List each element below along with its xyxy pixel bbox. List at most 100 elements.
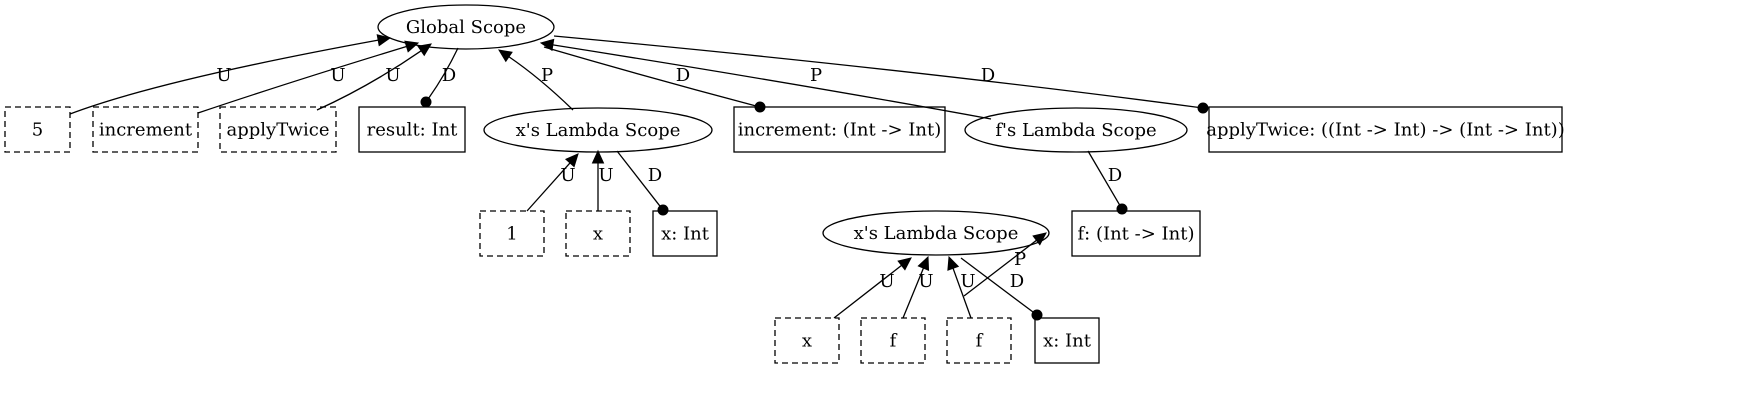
edge-use-applyTwice-to-global: U	[316, 43, 432, 111]
edge-lit5-to-global-arrowhead	[376, 34, 392, 47]
edge-flambda-to-decl-f-dothead	[1116, 203, 1128, 215]
edge-lit1-to-xlambda1: U	[526, 153, 579, 212]
node-flambda-ellipse	[964, 107, 1188, 153]
node-use-f1-box	[860, 317, 926, 364]
node-use-x2-label: x	[802, 331, 812, 352]
node-use-f2: f	[946, 317, 1012, 364]
nodes-layer: Global Scope 5 increment applyTwice result: …	[4, 4, 1565, 364]
edge-use-increment-to-global-label: U	[330, 65, 345, 86]
edge-use-x2-to-xlambda2-label: U	[879, 271, 894, 292]
node-use-x1-label: x	[593, 224, 603, 245]
node-decl-x1-box	[652, 210, 718, 257]
node-lit1-label: 1	[506, 224, 517, 245]
edge-xlambda1-to-global: P	[498, 49, 574, 111]
node-decl-x1: x: Int	[652, 210, 718, 257]
edge-lit1-to-xlambda1-line	[526, 162, 571, 212]
node-decl-increment: increment: (Int -> Int)	[733, 106, 946, 153]
edge-xlambda1-to-decl-x1-line	[616, 150, 661, 207]
node-use-x2: x	[774, 317, 840, 364]
node-decl-f-box	[1071, 210, 1201, 257]
edge-global-to-decl-applyTwice-label: D	[981, 65, 995, 86]
node-xlambda1-ellipse	[483, 107, 713, 153]
edge-lit5-to-global-label: U	[216, 65, 231, 86]
node-use-f1-label: f	[890, 331, 898, 352]
node-use-x1: x	[565, 210, 631, 257]
node-decl-result: result: Int	[358, 106, 466, 153]
node-decl-result-label: result: Int	[367, 120, 459, 141]
edge-use-x2-to-xlambda2-arrowhead	[897, 257, 912, 271]
node-xlambda2-label: x's Lambda Scope	[854, 223, 1019, 244]
edge-global-to-decl-applyTwice: D	[553, 35, 1209, 114]
edge-flambda-to-global: P	[539, 38, 992, 120]
node-decl-x2-box	[1034, 317, 1100, 364]
edge-use-x2-to-xlambda2-line	[833, 264, 902, 319]
edge-xlambda1-to-decl-x1-dothead	[657, 204, 669, 216]
node-xlambda1-label: x's Lambda Scope	[516, 120, 681, 141]
node-decl-applyTwice-label: applyTwice: ((Int -> Int) -> (Int -> Int…	[1206, 120, 1564, 141]
node-lit5-box	[4, 106, 71, 153]
edge-flambda-to-global-label: P	[810, 65, 822, 86]
edge-use-x1-to-xlambda1-label: U	[598, 165, 613, 186]
edge-use-f1-to-xlambda2-label: U	[918, 271, 933, 292]
node-decl-result-box	[358, 106, 466, 153]
edge-use-f1-to-xlambda2-line	[902, 267, 925, 319]
edge-lit5-to-global-line	[69, 39, 379, 115]
edge-use-f2-to-xlambda2-line	[952, 268, 972, 319]
edge-xlambda2-to-decl-x2-label: D	[1010, 271, 1024, 292]
node-decl-x2-label: x: Int	[1043, 331, 1092, 352]
node-use-applyTwice: applyTwice	[219, 106, 337, 153]
edge-use-applyTwice-to-global-line	[316, 50, 422, 111]
edge-lit5-to-global: U	[69, 34, 392, 115]
edge-flambda-to-global-arrowhead	[539, 38, 555, 52]
edge-global-to-decl-result-line	[428, 47, 459, 99]
edge-flambda-to-global-line	[552, 44, 992, 120]
edge-xlambda2-to-flambda: P	[963, 232, 1047, 297]
node-use-increment-label: increment	[99, 120, 193, 141]
node-decl-x2: x: Int	[1034, 317, 1100, 364]
node-use-increment: increment	[92, 106, 199, 153]
node-global-label: Global Scope	[406, 17, 526, 38]
node-lit5: 5	[4, 106, 71, 153]
edge-global-to-decl-increment-label: D	[676, 65, 690, 86]
edge-use-applyTwice-to-global-label: U	[385, 65, 400, 86]
edge-lit1-to-xlambda1-label: U	[560, 165, 575, 186]
node-decl-f-label: f: (Int -> Int)	[1078, 224, 1195, 245]
node-decl-increment-box	[733, 106, 946, 153]
edge-flambda-to-decl-f-line	[1087, 150, 1121, 206]
node-global: Global Scope	[377, 4, 555, 50]
edge-xlambda2-to-flambda-label: P	[1014, 249, 1026, 270]
edge-global-to-decl-increment: D	[543, 46, 766, 113]
edge-global-to-decl-result-dothead	[420, 96, 432, 108]
node-use-x2-box	[774, 317, 840, 364]
edge-use-f1-to-xlambda2: U	[902, 255, 934, 319]
node-use-applyTwice-label: applyTwice	[227, 120, 330, 141]
node-use-f2-label: f	[976, 331, 984, 352]
edge-use-x2-to-xlambda2: U	[833, 257, 912, 319]
edge-xlambda1-to-global-arrowhead	[498, 49, 513, 63]
edge-use-f2-to-xlambda2: U	[947, 255, 976, 319]
node-decl-applyTwice-box	[1208, 106, 1563, 153]
node-xlambda1: x's Lambda Scope	[483, 107, 713, 153]
edge-flambda-to-decl-f-label: D	[1108, 165, 1122, 186]
node-use-x1-box	[565, 210, 631, 257]
edge-xlambda2-to-flambda-arrowhead	[1032, 232, 1047, 246]
edge-use-f2-to-xlambda2-label: U	[960, 271, 975, 292]
edge-use-increment-to-global-line	[197, 45, 407, 114]
node-lit5-label: 5	[32, 120, 43, 141]
edge-xlambda2-to-flambda-line	[963, 239, 1037, 297]
edge-global-to-decl-result: D	[420, 47, 459, 108]
edge-global-to-decl-increment-line	[543, 46, 756, 107]
node-use-increment-box	[92, 106, 199, 153]
edge-xlambda1-to-global-label: P	[541, 65, 553, 86]
edge-xlambda1-to-global-line	[508, 56, 574, 111]
edge-use-x1-to-xlambda1-arrowhead	[591, 149, 605, 164]
node-use-f2-box	[946, 317, 1012, 364]
node-decl-increment-label: increment: (Int -> Int)	[738, 120, 942, 141]
edge-use-x1-to-xlambda1: U	[591, 149, 614, 211]
edge-xlambda1-to-decl-x1: D	[616, 150, 669, 216]
node-xlambda2: x's Lambda Scope	[822, 210, 1050, 256]
node-use-f1: f	[860, 317, 926, 364]
node-decl-f: f: (Int -> Int)	[1071, 210, 1201, 257]
node-flambda-label: f's Lambda Scope	[995, 120, 1156, 141]
